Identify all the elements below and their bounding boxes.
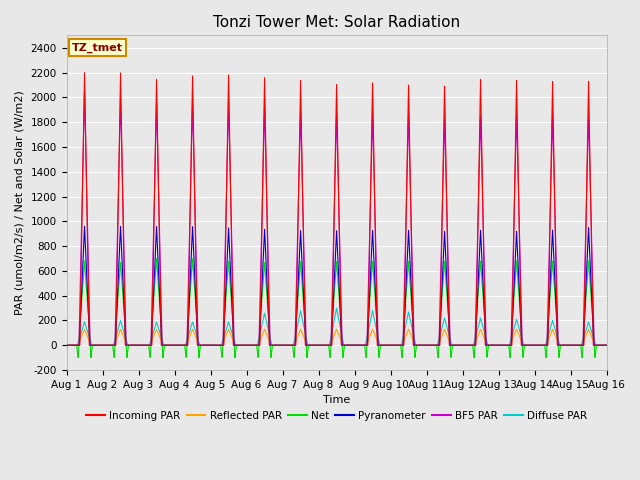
Title: Tonzi Tower Met: Solar Radiation: Tonzi Tower Met: Solar Radiation	[213, 15, 460, 30]
Text: TZ_tmet: TZ_tmet	[72, 42, 123, 53]
X-axis label: Time: Time	[323, 396, 350, 405]
Y-axis label: PAR (umol/m2/s) / Net and Solar (W/m2): PAR (umol/m2/s) / Net and Solar (W/m2)	[15, 90, 25, 315]
Legend: Incoming PAR, Reflected PAR, Net, Pyranometer, BF5 PAR, Diffuse PAR: Incoming PAR, Reflected PAR, Net, Pyrano…	[82, 407, 591, 425]
